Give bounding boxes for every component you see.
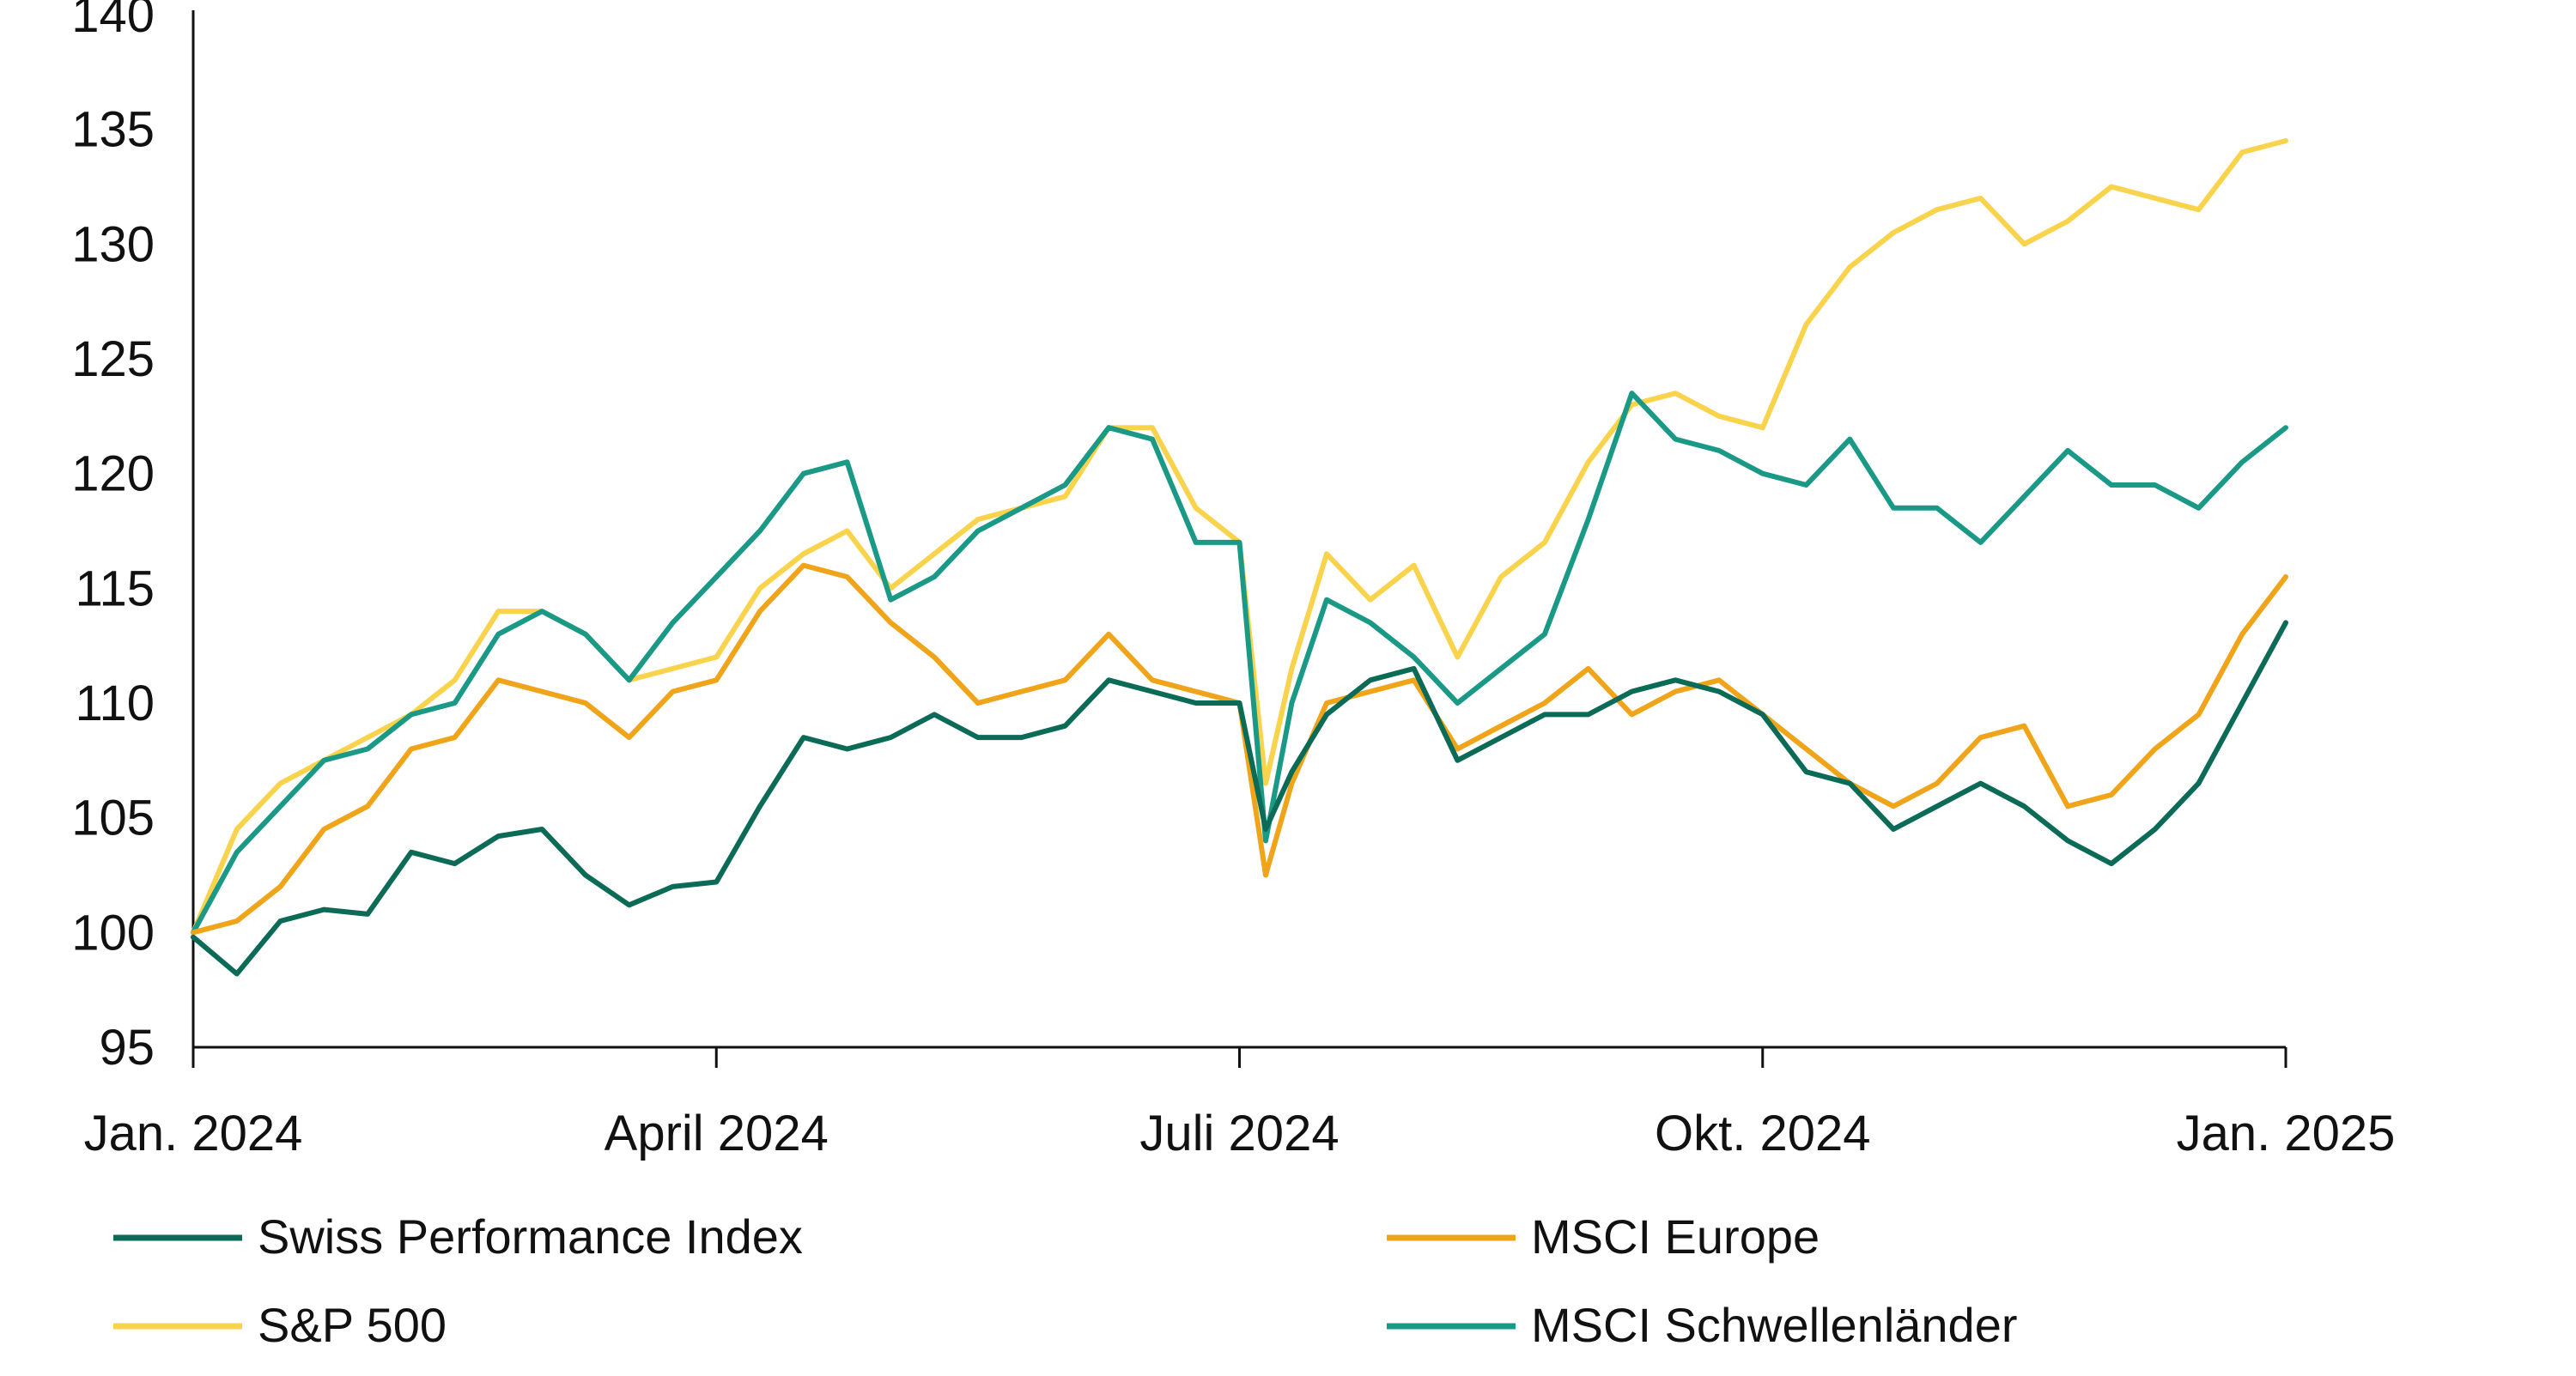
y-tick-label: 135 xyxy=(71,102,155,158)
y-tick-label: 110 xyxy=(76,676,155,731)
legend-label: MSCI Europe xyxy=(1531,1209,1820,1264)
y-tick-label: 115 xyxy=(76,561,155,616)
legend-label: MSCI Schwellenländer xyxy=(1531,1298,2017,1352)
y-tick-label: 100 xyxy=(71,905,155,961)
legend-label: Swiss Performance Index xyxy=(258,1209,803,1264)
legend-item: MSCI Europe xyxy=(1387,1209,1820,1264)
series-line-msci-schwellenl-nder xyxy=(191,391,2288,936)
y-tick-label: 105 xyxy=(71,791,155,846)
y-tick-label: 120 xyxy=(71,446,155,502)
series-line-msci-europe xyxy=(191,562,2288,936)
y-tick-label: 140 xyxy=(71,0,155,43)
y-tick-label: 130 xyxy=(71,216,155,272)
legend-item: MSCI Schwellenländer xyxy=(1387,1298,2017,1352)
legend-item: Swiss Performance Index xyxy=(113,1209,803,1264)
x-tick-label: Jan. 2025 xyxy=(2177,1106,2396,1161)
x-tick-label: April 2024 xyxy=(605,1106,829,1161)
x-tick-label: Jan. 2024 xyxy=(84,1106,303,1161)
y-tick-label: 125 xyxy=(71,331,155,387)
legend-label: S&P 500 xyxy=(258,1298,447,1352)
x-tick-label: Okt. 2024 xyxy=(1655,1106,1870,1161)
series-line-swiss-performance-index xyxy=(191,620,2288,977)
y-tick-label: 95 xyxy=(99,1020,155,1076)
legend-item: S&P 500 xyxy=(113,1298,447,1352)
x-tick-label: Juli 2024 xyxy=(1139,1106,1339,1161)
